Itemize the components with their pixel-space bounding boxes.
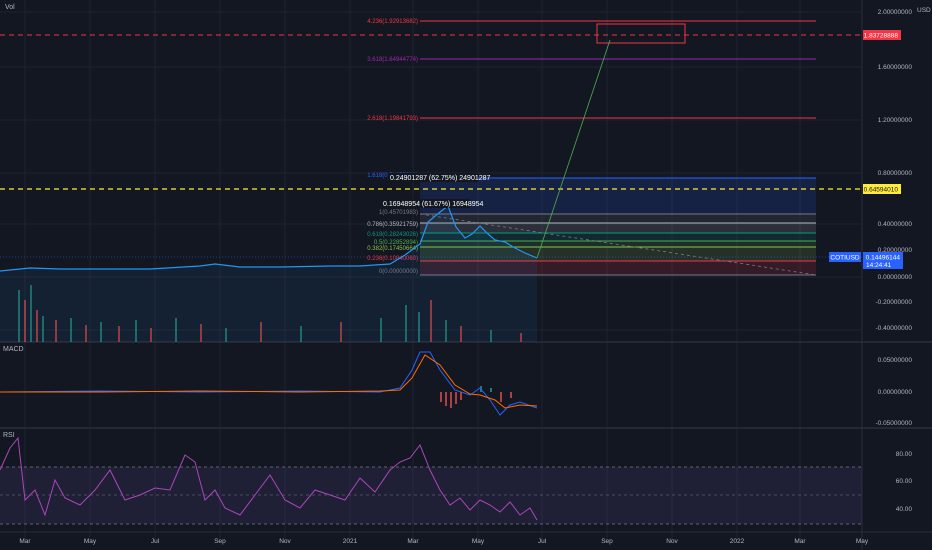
fib-labels: 4.236(1.92913682) 3.618(1.64944774) 2.61… [367,19,418,275]
last-price-value: 0.14496144 [866,255,901,262]
time-tick: 2022 [730,538,745,545]
time-tick: May [84,538,97,545]
price-area [0,206,537,342]
fib-label-0786: 0.786(0.35921759) [367,222,418,228]
symbol-label: COTIUSD [830,255,860,262]
measure-label-top: 0.24901287 (62.75%) 24901287 [390,175,491,182]
macd-tick: -0.05000000 [875,420,912,427]
time-tick: May [472,538,485,545]
volume-bars [18,285,522,342]
time-tick: Mar [19,538,31,545]
fib-label-0: 0(0.00000000) [379,269,418,275]
fib-lines[interactable] [420,20,816,276]
time-tick: Jul [151,538,160,545]
price-tick: 1.60000000 [878,64,913,71]
time-tick: Mar [407,538,419,545]
price-line[interactable] [0,205,538,272]
projection-line[interactable] [536,39,611,259]
grid [0,0,863,540]
trend-dashed-line[interactable] [419,213,817,276]
price-tick: 1.20000000 [878,117,913,124]
currency-label: USD [917,7,931,14]
time-tick: Nov [666,538,678,545]
price-tick: 0.80000000 [878,170,913,177]
measure-label-top-bg [388,173,478,182]
time-tick: Mar [794,538,806,545]
fib-label-2618: 2.618(1.19841793) [367,116,418,122]
signal-line[interactable] [0,354,538,409]
fib-fills [420,178,816,275]
price-tick: -0.20000000 [875,299,912,306]
rsi-pane-label: RSI [3,432,15,439]
macd-line[interactable] [0,351,538,416]
price-tick: 0.00000000 [878,274,913,281]
fib-label-0618: 0.618(0.28243026) [367,232,418,238]
price-tick: 2.00000000 [878,9,913,16]
symbol-badge[interactable]: COTIUSD [829,252,861,262]
red-level-badge[interactable]: 1.83728888 [863,30,901,40]
price-axis[interactable]: 2.00000000 1.60000000 1.20000000 0.80000… [875,9,912,513]
rsi-band [0,467,862,524]
fib-label-0236: 0.236(0.10840060) [367,256,418,262]
price-tick: -0.40000000 [875,325,912,332]
rsi-tick: 80.00 [896,451,913,458]
yellow-level-value: 0.64594010 [864,187,899,194]
last-price-badge[interactable]: 0.14496144 14:24:41 [863,252,903,269]
rsi-tick: 40.00 [896,506,913,513]
rsi-tick: 60.00 [896,478,913,485]
fib-label-1: 1(0.45701983) [379,210,418,216]
fib-label-4236: 4.236(1.92913682) [367,19,418,25]
rsi-line[interactable] [0,436,538,521]
macd-tick: 0.05000000 [878,357,913,364]
measure-label-lower: 0.16948954 (61.67%) 16948954 [383,201,484,208]
measure-label-lower-bg [380,199,470,208]
price-tick: 0.40000000 [878,221,913,228]
time-tick: Nov [279,538,291,545]
fib-label-3618: 3.618(1.64944774) [367,57,418,63]
time-tick: Sep [214,538,226,545]
price-tick: 0.20000000 [878,247,913,254]
fib-label-0382: 0.382(0.17450664) [367,246,418,252]
countdown-value: 14:24:41 [866,262,892,269]
fib-label-05: 0.5(0.22852894) [374,240,418,246]
time-tick: Jul [538,538,547,545]
time-tick: Sep [601,538,613,545]
macd-tick: 0.00000000 [878,389,913,396]
macd-pane-label: MACD [3,346,24,353]
time-tick: 2021 [343,538,358,545]
time-tick: May [856,538,869,545]
yellow-level-badge[interactable]: 0.64594010 [863,184,901,194]
target-box[interactable] [596,23,686,44]
time-axis[interactable]: Mar May Jul Sep Nov 2021 Mar May Jul Sep… [19,538,868,545]
main-pane-label: Vol [5,4,15,11]
red-level-value: 1.83728888 [864,33,899,40]
